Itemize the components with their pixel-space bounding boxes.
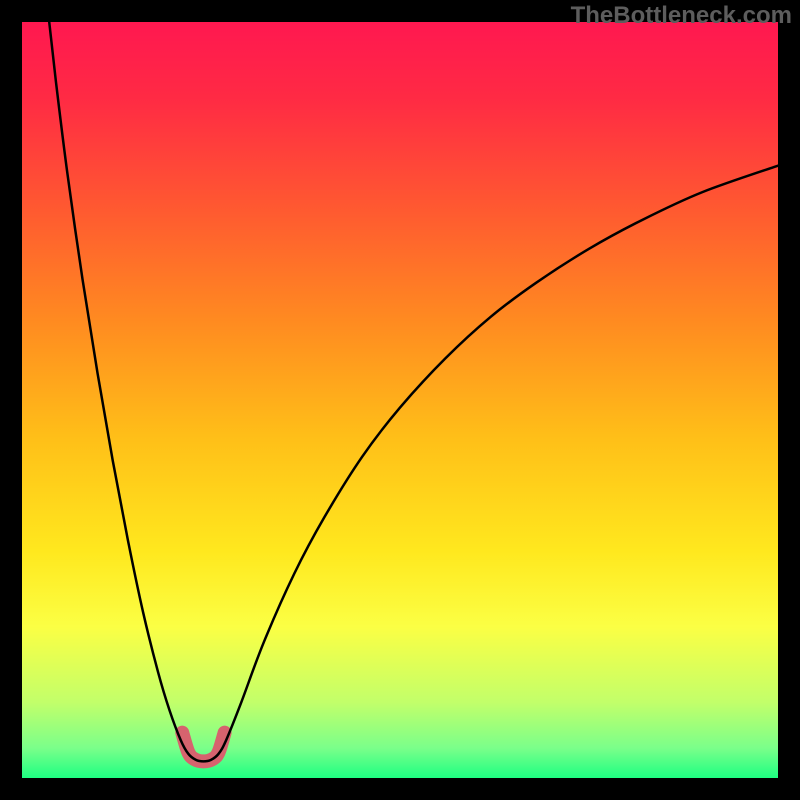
trough-highlight-path [182,733,224,762]
bottleneck-curve-path [49,22,778,761]
curve-layer [22,22,778,778]
bottleneck-chart: TheBottleneck.com [0,0,800,800]
